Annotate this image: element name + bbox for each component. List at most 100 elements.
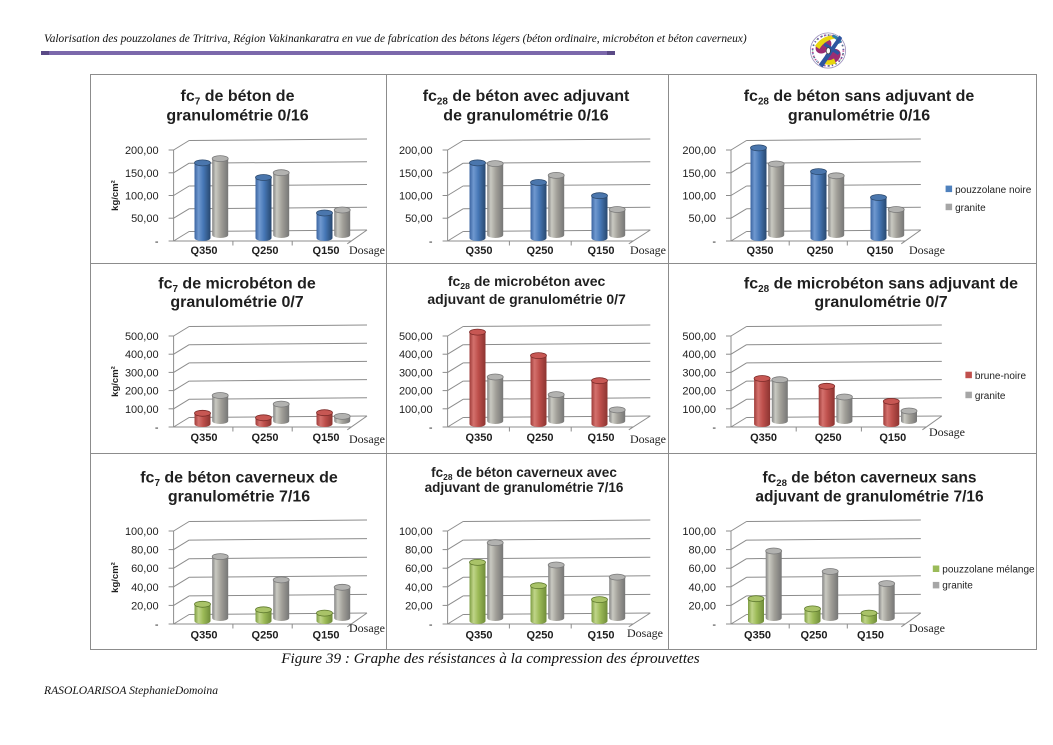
svg-text:Q150: Q150 [313,432,340,444]
svg-text:Q150: Q150 [867,245,894,257]
svg-text:pouzzolane noire: pouzzolane noire [955,185,1032,196]
svg-text:Q250: Q250 [527,432,554,444]
svg-text:Dosage: Dosage [630,432,666,446]
svg-text:400,00: 400,00 [399,349,433,361]
svg-text:fc28 de microbéton avec: fc28 de microbéton avec [448,273,606,291]
svg-text:-: - [429,236,433,248]
svg-text:fc7 de microbéton de: fc7 de microbéton de [158,276,316,296]
svg-text:kg/cm²: kg/cm² [110,366,121,397]
svg-text:100,00: 100,00 [399,526,433,538]
svg-text:200,00: 200,00 [125,145,159,157]
svg-text:300,00: 300,00 [682,367,716,379]
svg-text:80,00: 80,00 [131,545,159,557]
svg-text:50,00: 50,00 [688,213,716,225]
svg-text:40,00: 40,00 [131,582,159,594]
svg-text:granulométrie 0/16: granulométrie 0/16 [166,108,308,125]
svg-text:150,00: 150,00 [399,168,433,180]
svg-text:Q150: Q150 [857,630,884,642]
svg-text:fc28 de béton caverneux avec: fc28 de béton caverneux avec [431,465,617,482]
svg-text:granite: granite [942,581,973,592]
svg-text:Q250: Q250 [807,245,834,257]
svg-text:150,00: 150,00 [125,168,159,180]
svg-text:granulométrie 0/7: granulométrie 0/7 [814,294,947,311]
svg-text:fc7 de béton caverneux de: fc7 de béton caverneux de [140,470,338,490]
svg-text:granite: granite [955,203,986,214]
svg-text:Q350: Q350 [750,432,777,444]
svg-text:Q250: Q250 [801,630,828,642]
svg-text:Dosage: Dosage [349,243,385,257]
svg-text:-: - [155,619,159,631]
svg-text:200,00: 200,00 [399,386,433,398]
svg-text:Q150: Q150 [588,432,615,444]
svg-text:kg/cm²: kg/cm² [110,180,121,211]
svg-text:brune-noire: brune-noire [975,371,1027,382]
svg-text:kg/cm²: kg/cm² [110,562,121,593]
svg-text:Dosage: Dosage [627,626,663,640]
svg-text:-: - [712,422,716,434]
svg-text:Q350: Q350 [466,630,493,642]
svg-text:Q350: Q350 [744,630,771,642]
svg-text:Q250: Q250 [815,432,842,444]
svg-text:Dosage: Dosage [349,432,385,446]
svg-text:50,00: 50,00 [405,213,433,225]
svg-text:100,00: 100,00 [682,404,716,416]
svg-text:fc28 de béton caverneux sans: fc28 de béton caverneux sans [763,470,977,489]
svg-text:Q350: Q350 [191,630,218,642]
svg-text:100,00: 100,00 [125,526,159,538]
svg-text:200,00: 200,00 [399,145,433,157]
svg-text:150,00: 150,00 [682,168,716,180]
svg-text:adjuvant de granulométrie 0/7: adjuvant de granulométrie 0/7 [427,291,626,307]
svg-text:20,00: 20,00 [405,600,433,612]
svg-text:500,00: 500,00 [682,331,716,343]
svg-text:40,00: 40,00 [688,582,716,594]
svg-text:-: - [429,422,433,434]
svg-text:fc28 de microbéton sans adjuva: fc28 de microbéton sans adjuvant de [744,276,1018,296]
svg-text:500,00: 500,00 [399,331,433,343]
svg-text:fc28 de béton avec adjuvant: fc28 de béton avec adjuvant [423,88,630,108]
svg-text:-: - [155,236,159,248]
svg-text:80,00: 80,00 [405,545,433,557]
svg-text:Dosage: Dosage [909,243,945,257]
svg-text:fc7 de béton de: fc7 de béton de [181,88,295,108]
svg-text:Q350: Q350 [747,245,774,257]
svg-text:adjuvant de granulométrie 7/16: adjuvant de granulométrie 7/16 [425,480,624,495]
svg-text:-: - [712,619,716,631]
svg-text:Q250: Q250 [252,245,279,257]
svg-text:Dosage: Dosage [929,425,965,439]
svg-text:Q150: Q150 [313,245,340,257]
svg-text:de granulométrie 0/16: de granulométrie 0/16 [443,108,608,125]
svg-text:Q250: Q250 [252,432,279,444]
svg-text:Q350: Q350 [191,432,218,444]
svg-text:Q150: Q150 [588,630,615,642]
svg-text:400,00: 400,00 [682,349,716,361]
svg-text:Q150: Q150 [588,245,615,257]
svg-text:100,00: 100,00 [682,191,716,203]
svg-text:Q150: Q150 [313,630,340,642]
svg-text:Q350: Q350 [466,245,493,257]
svg-text:200,00: 200,00 [125,386,159,398]
svg-text:pouzzolane mélange: pouzzolane mélange [942,565,1035,576]
svg-text:100,00: 100,00 [399,191,433,203]
svg-text:100,00: 100,00 [125,191,159,203]
svg-text:Dosage: Dosage [349,621,385,635]
svg-text:40,00: 40,00 [405,582,433,594]
svg-text:-: - [429,619,433,631]
svg-text:20,00: 20,00 [131,600,159,612]
svg-text:60,00: 60,00 [131,563,159,575]
svg-text:300,00: 300,00 [399,367,433,379]
svg-text:Q250: Q250 [527,630,554,642]
svg-text:Q250: Q250 [252,630,279,642]
svg-text:Dosage: Dosage [630,243,666,257]
svg-text:20,00: 20,00 [688,600,716,612]
svg-text:-: - [712,236,716,248]
svg-text:80,00: 80,00 [688,545,716,557]
svg-text:-: - [155,422,159,434]
svg-text:Q350: Q350 [466,432,493,444]
svg-text:100,00: 100,00 [125,404,159,416]
svg-text:60,00: 60,00 [405,563,433,575]
svg-text:granulométrie 0/7: granulométrie 0/7 [170,294,303,311]
svg-text:400,00: 400,00 [125,349,159,361]
svg-text:Dosage: Dosage [909,621,945,635]
svg-text:60,00: 60,00 [688,563,716,575]
svg-text:100,00: 100,00 [682,526,716,538]
